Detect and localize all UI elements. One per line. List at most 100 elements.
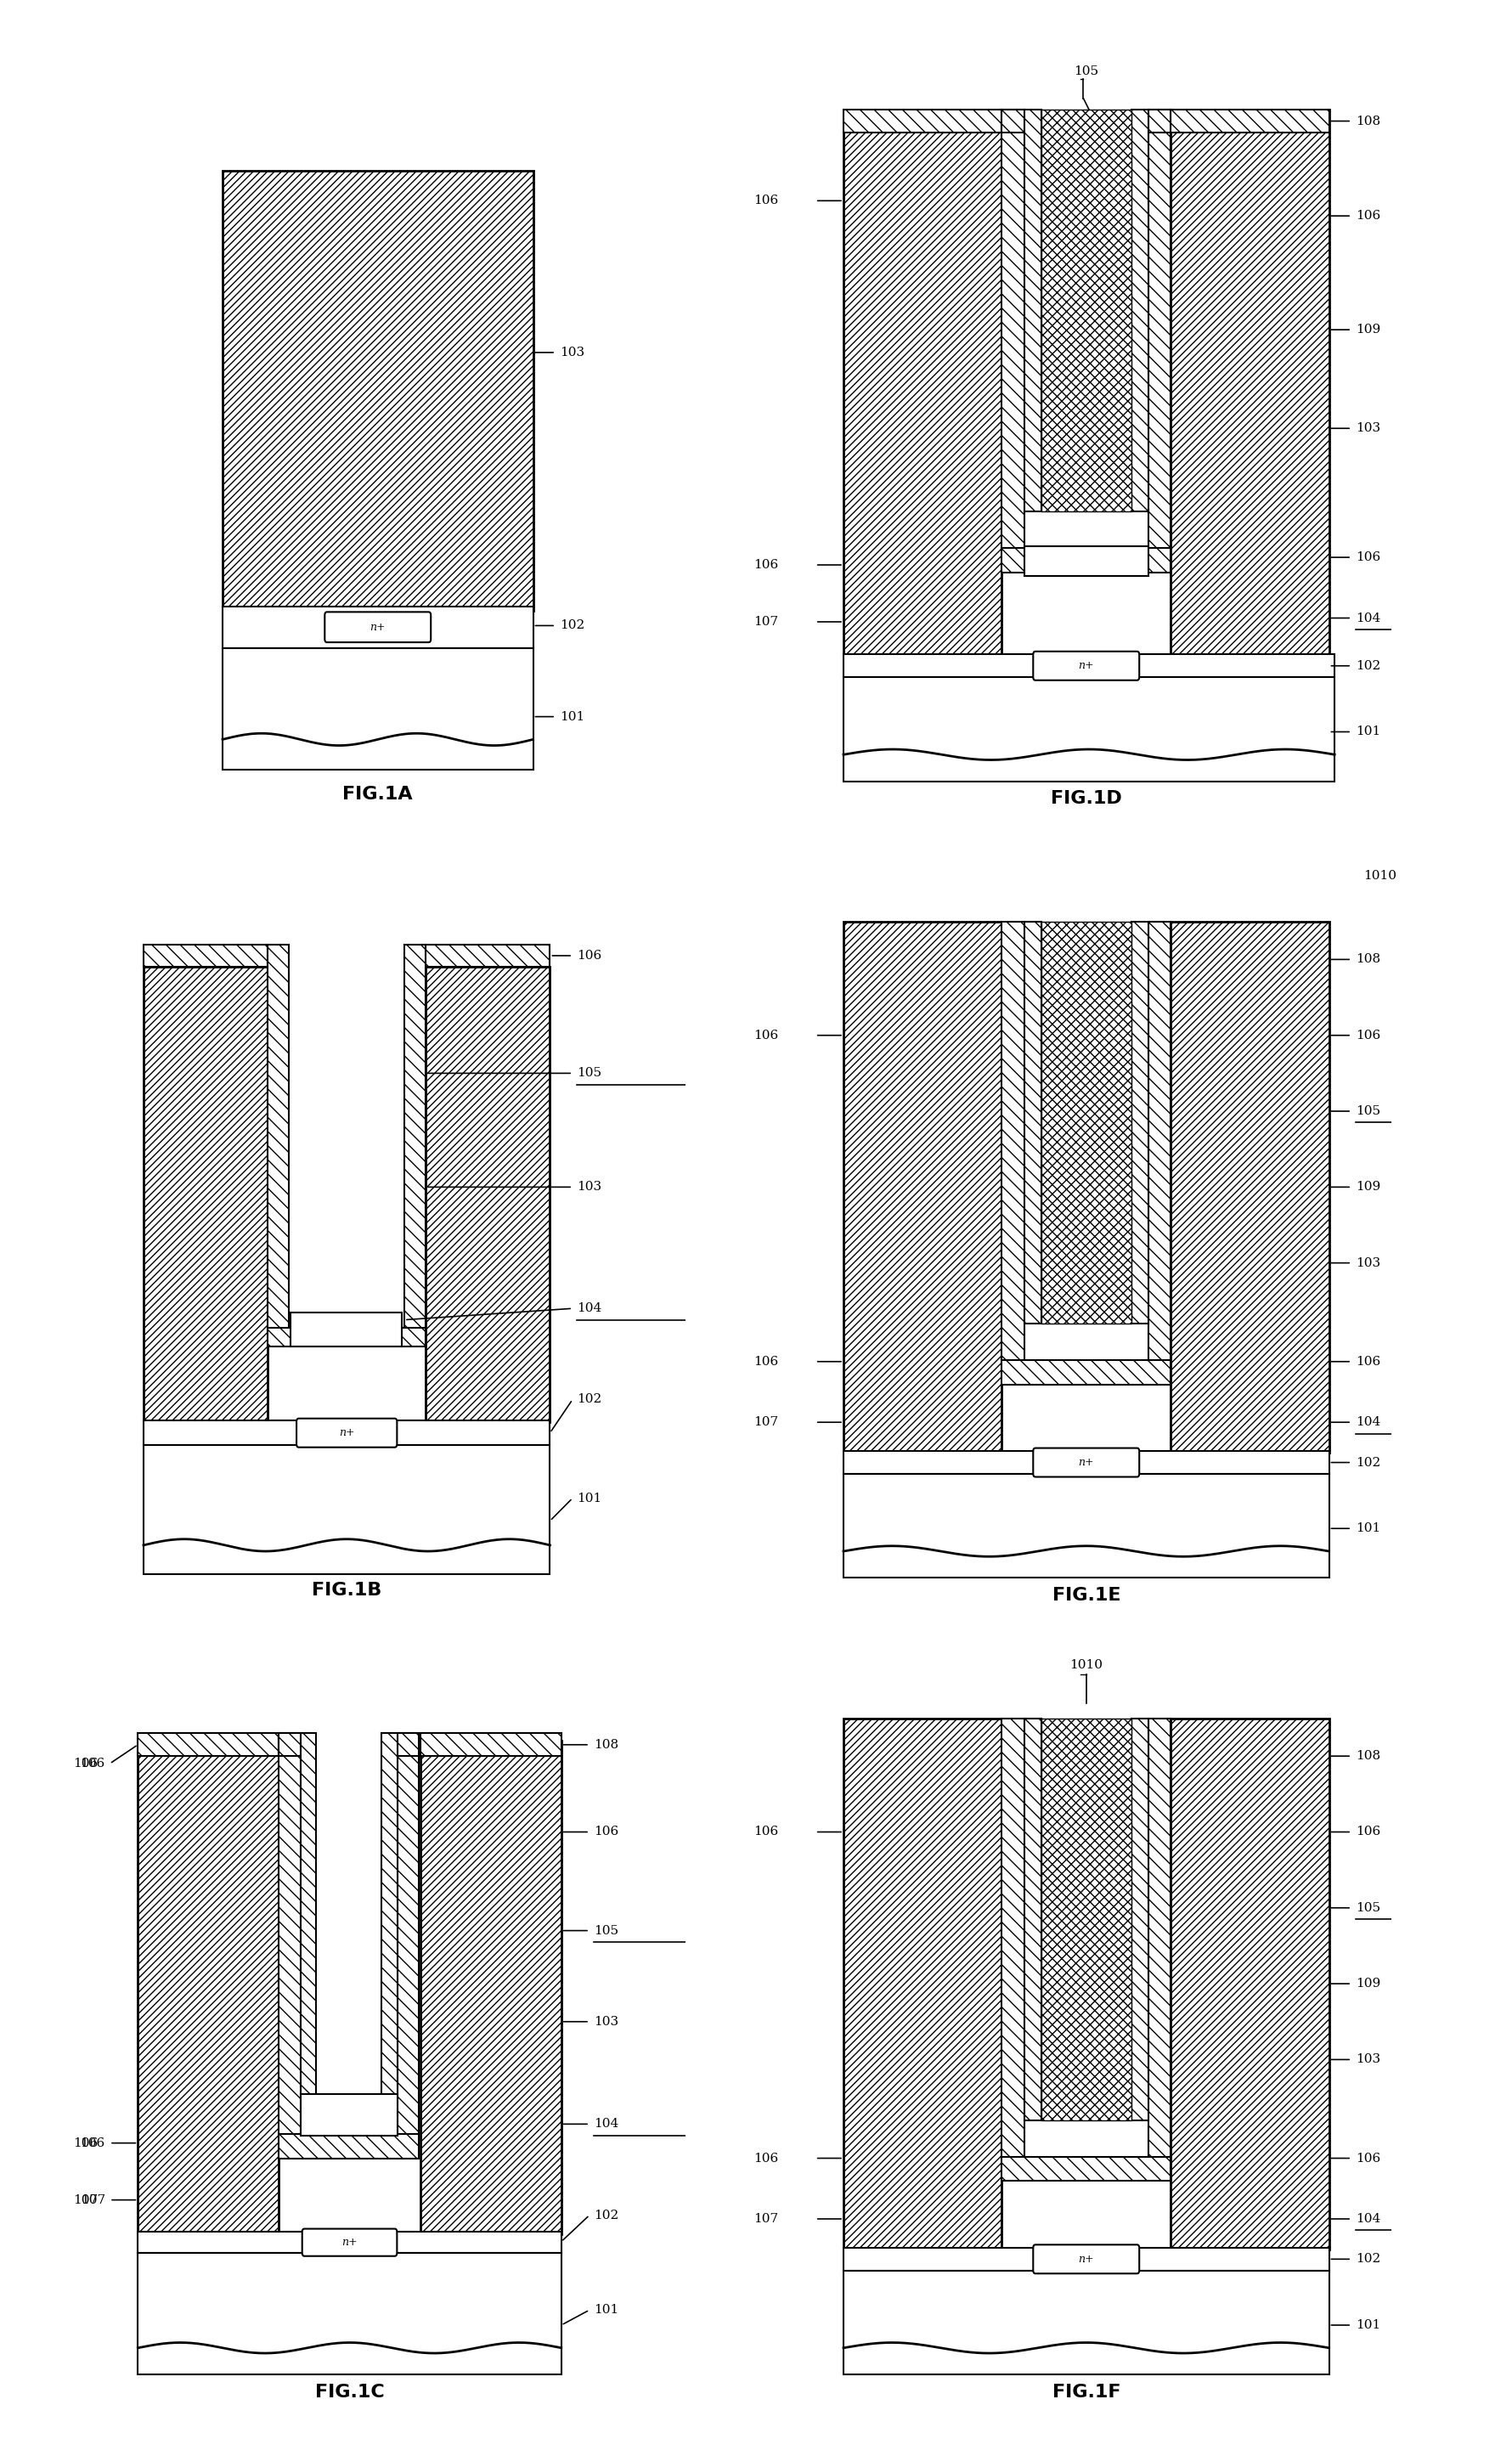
- Bar: [1001, 921, 1024, 1362]
- Text: 106: 106: [73, 1757, 98, 1769]
- Bar: [1001, 549, 1170, 573]
- Bar: [1001, 1360, 1170, 1384]
- Bar: [290, 1313, 402, 1348]
- Text: 101: 101: [559, 710, 585, 723]
- Text: 106: 106: [753, 2151, 779, 2163]
- FancyBboxPatch shape: [302, 2230, 398, 2256]
- Bar: [426, 968, 550, 1423]
- Bar: [1024, 110, 1042, 512]
- Text: n+: n+: [339, 1428, 355, 1438]
- Bar: [138, 1742, 280, 2234]
- Text: n+: n+: [342, 2237, 357, 2249]
- Text: 104: 104: [594, 2119, 618, 2129]
- Text: 105: 105: [594, 1926, 618, 1936]
- Bar: [844, 1450, 1329, 1475]
- Text: 102: 102: [1356, 659, 1380, 671]
- Text: 106: 106: [1356, 1825, 1380, 1838]
- Bar: [844, 676, 1335, 782]
- Text: 103: 103: [1356, 1257, 1380, 1269]
- Bar: [144, 943, 268, 968]
- Bar: [844, 654, 1335, 676]
- Text: 108: 108: [1356, 115, 1380, 127]
- Text: 106: 106: [1356, 1029, 1380, 1041]
- Bar: [1170, 110, 1329, 657]
- Bar: [1148, 921, 1170, 1362]
- Text: 102: 102: [578, 1394, 602, 1406]
- Bar: [844, 1475, 1329, 1578]
- Bar: [1042, 1717, 1131, 2119]
- Text: 103: 103: [594, 2016, 618, 2029]
- Text: 105: 105: [1356, 1901, 1380, 1913]
- Text: 103: 103: [1356, 421, 1380, 434]
- Text: FIG.1B: FIG.1B: [311, 1583, 381, 1600]
- Text: 104: 104: [1356, 2212, 1380, 2225]
- Bar: [1024, 921, 1042, 1323]
- Text: FIG.1E: FIG.1E: [1052, 1588, 1120, 1605]
- Bar: [844, 921, 1001, 1453]
- Text: 106: 106: [1356, 1355, 1380, 1367]
- Text: 102: 102: [559, 620, 585, 632]
- FancyBboxPatch shape: [325, 612, 431, 642]
- Text: 109: 109: [1356, 323, 1380, 336]
- Bar: [1001, 110, 1024, 549]
- Text: 104: 104: [578, 1303, 602, 1313]
- Bar: [420, 1732, 561, 1757]
- Text: 1010: 1010: [1069, 1659, 1102, 1671]
- Text: 107: 107: [753, 2212, 777, 2225]
- Text: 101: 101: [1356, 1521, 1380, 1534]
- Bar: [1024, 546, 1148, 576]
- Text: n+: n+: [1078, 2254, 1095, 2264]
- Bar: [1170, 110, 1329, 132]
- Bar: [138, 2254, 561, 2374]
- Text: 102: 102: [1356, 1458, 1380, 1468]
- Bar: [844, 2271, 1329, 2374]
- Bar: [404, 943, 426, 1330]
- Text: 105: 105: [1074, 66, 1099, 78]
- Text: 106: 106: [80, 1757, 106, 1769]
- Text: 104: 104: [1356, 612, 1380, 625]
- Text: 106: 106: [594, 1825, 618, 1838]
- Text: 103: 103: [559, 345, 585, 358]
- Text: 107: 107: [753, 1416, 777, 1428]
- Bar: [844, 110, 1001, 657]
- Bar: [1001, 1717, 1024, 2158]
- Bar: [1170, 1717, 1329, 2249]
- Bar: [280, 2134, 419, 2158]
- Text: 108: 108: [594, 1739, 618, 1752]
- Bar: [222, 172, 534, 610]
- Bar: [1148, 1717, 1170, 2158]
- Bar: [1042, 921, 1131, 1323]
- FancyBboxPatch shape: [296, 1419, 398, 1448]
- Bar: [398, 1732, 419, 1757]
- Bar: [426, 943, 550, 968]
- Bar: [280, 1732, 301, 2136]
- Bar: [268, 1328, 426, 1348]
- Text: 109: 109: [1356, 1181, 1380, 1193]
- Text: 108: 108: [1356, 1749, 1380, 1762]
- Text: 102: 102: [1356, 2254, 1380, 2266]
- Bar: [844, 1717, 1001, 2249]
- Bar: [844, 2247, 1329, 2271]
- Text: 103: 103: [1356, 2053, 1380, 2065]
- Bar: [1170, 921, 1329, 1453]
- Bar: [1131, 110, 1148, 512]
- Bar: [268, 943, 289, 1330]
- FancyBboxPatch shape: [1033, 1448, 1139, 1477]
- Text: 101: 101: [1356, 2320, 1380, 2330]
- Text: 106: 106: [73, 2136, 98, 2149]
- Bar: [398, 1732, 419, 2136]
- Text: 1010: 1010: [1364, 870, 1396, 882]
- Text: n+: n+: [1078, 1458, 1095, 1468]
- Text: 107: 107: [753, 615, 777, 627]
- Text: 106: 106: [1356, 2151, 1380, 2163]
- Text: 101: 101: [594, 2303, 618, 2315]
- Text: 106: 106: [1356, 211, 1380, 223]
- Text: n+: n+: [1078, 662, 1095, 671]
- Bar: [844, 110, 1001, 132]
- Bar: [144, 968, 268, 1423]
- Text: 107: 107: [73, 2195, 98, 2205]
- Bar: [138, 1732, 280, 1757]
- Text: FIG.1A: FIG.1A: [343, 786, 413, 804]
- Bar: [381, 1732, 398, 2097]
- Bar: [1148, 110, 1170, 132]
